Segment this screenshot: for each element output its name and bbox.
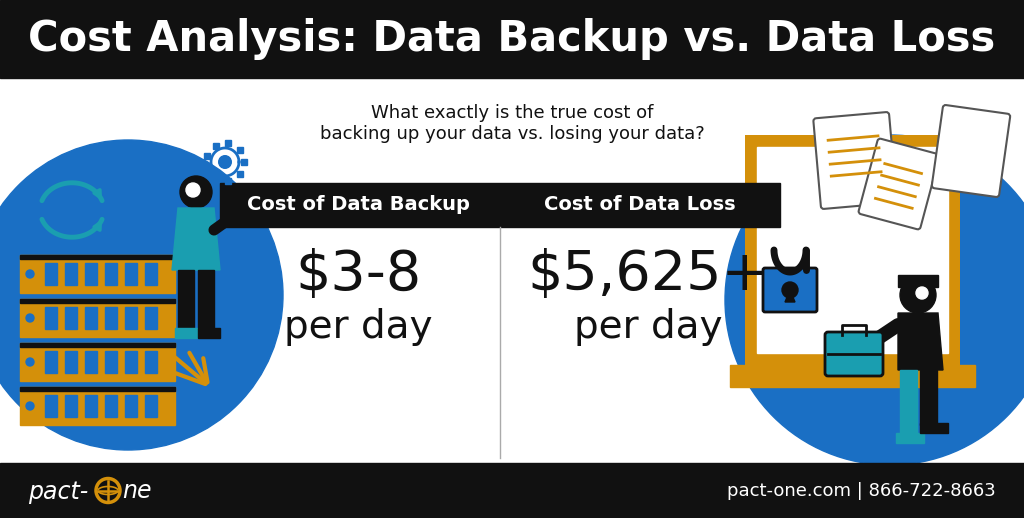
Bar [175,328,197,338]
Bar [178,270,194,330]
Bar [0,463,1024,518]
Bar [85,263,97,285]
Polygon shape [172,208,220,270]
Bar [85,307,97,329]
FancyBboxPatch shape [745,135,961,365]
Bar [20,299,175,337]
Bar [20,255,175,259]
Bar [237,147,243,153]
Bar [65,351,77,373]
Bar [105,307,117,329]
FancyBboxPatch shape [858,139,939,229]
Text: pact-one.com | 866-722-8663: pact-one.com | 866-722-8663 [727,482,996,499]
Circle shape [782,282,798,298]
Bar [85,395,97,417]
Bar [20,387,175,391]
Bar [213,142,218,149]
Bar [145,351,157,373]
Circle shape [26,402,34,410]
Circle shape [219,156,231,168]
Bar [65,307,77,329]
FancyBboxPatch shape [763,268,817,312]
Text: Cost of Data Loss: Cost of Data Loss [544,195,736,214]
FancyBboxPatch shape [932,105,1010,197]
Text: per day: per day [284,308,432,346]
Bar [105,395,117,417]
Circle shape [26,270,34,278]
Text: backing up your data vs. losing your data?: backing up your data vs. losing your dat… [319,125,705,143]
Bar [220,183,780,227]
Bar [45,395,57,417]
Circle shape [0,140,283,450]
Polygon shape [898,313,943,370]
Bar [225,178,231,184]
Bar [757,147,948,353]
Text: Cost of Data Backup: Cost of Data Backup [247,195,469,214]
Text: per day: per day [573,308,722,346]
Circle shape [180,176,212,208]
Bar [204,165,210,171]
Bar [20,343,175,381]
Bar [898,275,938,287]
Bar [85,351,97,373]
Bar [920,370,937,425]
Circle shape [916,287,928,299]
Bar [0,0,1024,78]
Circle shape [26,314,34,322]
Text: Cost Analysis: Data Backup vs. Data Loss: Cost Analysis: Data Backup vs. Data Loss [29,18,995,60]
Bar [125,351,137,373]
Bar [65,263,77,285]
Bar [145,395,157,417]
Bar [198,270,214,330]
Bar [20,343,175,347]
FancyBboxPatch shape [825,332,883,376]
Bar [204,152,210,159]
Bar [20,299,175,303]
Bar [20,255,175,293]
Bar [105,263,117,285]
Bar [45,307,57,329]
Bar [125,395,137,417]
Bar [145,307,157,329]
Bar [230,193,246,213]
Bar [125,263,137,285]
Circle shape [186,183,200,197]
Bar [237,171,243,177]
FancyBboxPatch shape [813,112,897,209]
Bar [145,263,157,285]
Bar [900,370,918,435]
Polygon shape [785,290,795,302]
Bar [241,159,247,165]
Bar [213,176,218,181]
Text: pact-: pact- [28,480,88,503]
Bar [198,328,220,338]
Bar [0,78,1024,463]
Bar [896,433,924,443]
Bar [125,307,137,329]
Bar [45,263,57,285]
Bar [105,351,117,373]
Circle shape [900,277,936,313]
Text: $3-8: $3-8 [295,248,421,302]
Text: ne: ne [122,480,152,503]
Text: What exactly is the true cost of: What exactly is the true cost of [371,104,653,122]
Circle shape [26,358,34,366]
Bar [920,423,948,433]
Text: $5,625+: $5,625+ [527,248,768,302]
Bar [20,387,175,425]
Circle shape [725,135,1024,465]
Bar [225,140,231,146]
Bar [730,365,975,387]
Bar [65,395,77,417]
Bar [45,351,57,373]
